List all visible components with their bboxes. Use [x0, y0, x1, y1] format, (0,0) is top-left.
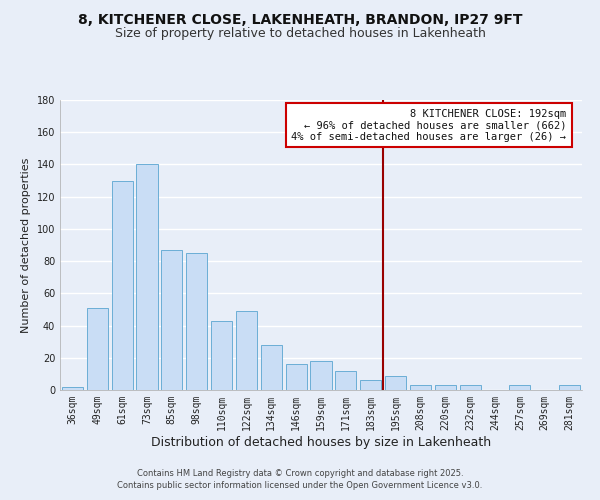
- Bar: [186, 253, 207, 390]
- Bar: [360, 380, 381, 390]
- Bar: [385, 376, 406, 390]
- Bar: [460, 385, 481, 390]
- Bar: [261, 345, 282, 390]
- Bar: [112, 180, 133, 390]
- Text: Size of property relative to detached houses in Lakenheath: Size of property relative to detached ho…: [115, 28, 485, 40]
- Bar: [509, 385, 530, 390]
- Bar: [310, 361, 332, 390]
- Bar: [236, 311, 257, 390]
- Bar: [435, 385, 456, 390]
- Bar: [161, 250, 182, 390]
- Bar: [136, 164, 158, 390]
- Bar: [87, 308, 108, 390]
- Bar: [211, 320, 232, 390]
- Text: 8 KITCHENER CLOSE: 192sqm
← 96% of detached houses are smaller (662)
4% of semi-: 8 KITCHENER CLOSE: 192sqm ← 96% of detac…: [292, 108, 566, 142]
- X-axis label: Distribution of detached houses by size in Lakenheath: Distribution of detached houses by size …: [151, 436, 491, 448]
- Text: Contains HM Land Registry data © Crown copyright and database right 2025.: Contains HM Land Registry data © Crown c…: [137, 468, 463, 477]
- Bar: [335, 370, 356, 390]
- Text: Contains public sector information licensed under the Open Government Licence v3: Contains public sector information licen…: [118, 481, 482, 490]
- Text: 8, KITCHENER CLOSE, LAKENHEATH, BRANDON, IP27 9FT: 8, KITCHENER CLOSE, LAKENHEATH, BRANDON,…: [78, 12, 522, 26]
- Bar: [286, 364, 307, 390]
- Bar: [410, 385, 431, 390]
- Y-axis label: Number of detached properties: Number of detached properties: [21, 158, 31, 332]
- Bar: [62, 387, 83, 390]
- Bar: [559, 385, 580, 390]
